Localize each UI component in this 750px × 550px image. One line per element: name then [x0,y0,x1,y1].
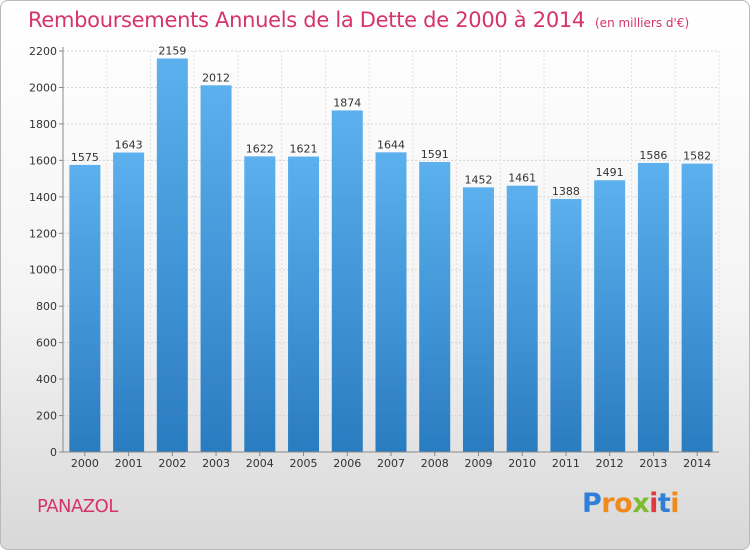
chart-title-block: Remboursements Annuels de la Dette de 20… [28,8,689,32]
y-tick-label: 1600 [29,154,57,167]
data-label: 2159 [158,44,186,57]
data-label: 1644 [377,138,405,151]
logo-letter: P [582,488,602,519]
bar-2001 [113,152,145,452]
x-tick-label: 2014 [683,457,711,470]
x-tick-label: 2012 [596,457,624,470]
logo-letter: x [632,488,650,519]
bar-2006 [331,110,363,453]
bar-2012 [594,180,626,452]
y-tick-label: 2000 [29,81,57,94]
x-tick-label: 2008 [421,457,449,470]
x-tick-label: 2009 [464,457,492,470]
x-tick-label: 2002 [158,457,186,470]
data-label: 1582 [683,150,711,163]
x-tick-label: 2001 [115,457,143,470]
x-tick-label: 2013 [639,457,667,470]
chart-subtitle: (en milliers d'€) [595,16,690,30]
y-tick-label: 800 [36,300,57,313]
data-label: 1586 [639,149,667,162]
y-tick-label: 200 [36,410,57,423]
y-tick-label: 2200 [29,45,57,58]
bar-2009 [462,187,494,452]
bar-2005 [288,156,320,453]
x-tick-label: 2010 [508,457,536,470]
y-tick-label: 0 [50,446,57,459]
chart-title: Remboursements Annuels de la Dette de 20… [28,8,585,32]
bar-2010 [506,185,538,453]
bar-2011 [550,199,582,452]
y-tick-label: 1200 [29,227,57,240]
x-tick-label: 2006 [333,457,361,470]
y-tick-label: 1000 [29,264,57,277]
x-tick-label: 2007 [377,457,405,470]
bar-2003 [200,85,232,452]
bar-2004 [244,156,276,452]
logo-letter: o [614,488,633,519]
x-tick-label: 2011 [552,457,580,470]
y-tick-label: 1400 [29,191,57,204]
bar-2013 [637,162,669,452]
x-tick-label: 2003 [202,457,230,470]
data-label: 1591 [421,148,449,161]
y-tick-label: 1800 [29,118,57,131]
bar-2000 [69,164,101,452]
place-name: PANAZOL [37,496,118,517]
x-tick-label: 2005 [290,457,318,470]
logo-letter: t [657,488,671,519]
data-label: 1388 [552,185,580,198]
bar-2002 [156,58,188,453]
bar-2014 [681,163,713,453]
data-label: 1874 [333,96,361,109]
labels-layer: 1575 2000 1643 2001 2159 2002 2012 2003 1622 2004… [71,44,711,470]
x-tick-label: 2000 [71,457,99,470]
y-tick-label: 600 [36,337,57,350]
data-label: 1575 [71,151,99,164]
x-tick-label: 2004 [246,457,274,470]
y-tick-label: 400 [36,373,57,386]
bar-2007 [375,152,407,453]
data-label: 1461 [508,172,536,185]
data-label: 1452 [464,173,492,186]
bar-2008 [419,162,451,452]
logo-letter: i [649,488,658,519]
logo-letter: r [601,488,615,519]
data-label: 2012 [202,71,230,84]
data-label: 1621 [290,143,318,156]
proxiti-logo: Proxiti [582,488,680,519]
data-label: 1491 [596,166,624,179]
logo-letter: i [670,488,680,519]
axis-layer: 0 200 400 600 800 1000 1200 1400 1600 1800 2000 220… [29,45,719,459]
bars-layer [69,58,713,453]
data-label: 1622 [246,142,274,155]
data-label: 1643 [115,139,143,152]
